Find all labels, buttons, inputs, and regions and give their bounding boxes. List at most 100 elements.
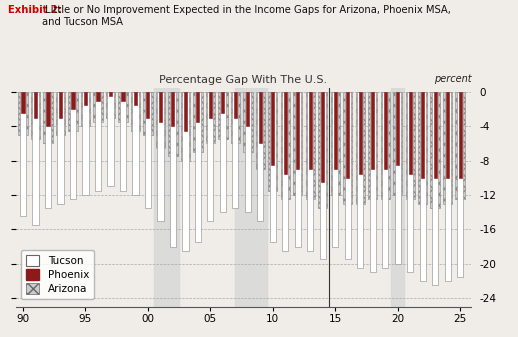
Bar [271,92,275,165]
Bar [131,92,140,130]
Bar [106,92,115,118]
Bar [344,92,351,259]
Bar [259,92,262,144]
Bar [68,92,78,130]
Bar [418,92,427,204]
Bar [343,92,352,204]
Bar [346,92,349,178]
Bar [434,92,437,178]
Bar [120,92,126,191]
Bar [193,92,203,152]
Bar [56,92,65,135]
Bar [107,92,113,186]
Bar [371,92,375,169]
Bar [446,92,449,178]
Bar [70,92,76,199]
Bar [170,92,176,247]
Bar [368,92,378,199]
Bar [296,92,299,169]
Bar [207,92,213,221]
Bar [406,92,415,199]
Bar [231,92,240,144]
Bar [195,92,201,242]
Bar [320,92,326,259]
Bar [121,92,124,100]
Bar [159,92,162,122]
Bar [59,92,62,118]
Bar [430,92,440,208]
Bar [33,92,39,225]
Bar [45,92,51,208]
Bar [206,92,215,144]
Bar [384,92,387,169]
Bar [306,92,315,199]
Bar [395,92,401,264]
Bar [82,92,89,195]
Bar [443,92,452,204]
Bar [44,92,53,144]
Bar [21,92,24,113]
Bar [196,92,199,122]
Bar [268,92,278,191]
Bar [34,92,37,118]
Bar [209,92,212,118]
Bar [118,92,127,122]
Bar [143,92,153,135]
Bar [235,88,267,307]
Legend: Tucson, Phoenix, Arizona: Tucson, Phoenix, Arizona [21,250,94,299]
Bar [396,92,399,165]
Bar [171,92,175,126]
Bar [184,92,187,130]
Bar [243,92,252,152]
Bar [355,92,365,204]
Bar [318,92,327,208]
Bar [157,92,164,221]
Bar [257,92,264,221]
Bar [382,92,388,268]
Bar [330,92,340,195]
Bar [134,92,137,105]
Bar [218,92,227,139]
Bar [432,92,438,285]
Bar [168,92,178,156]
Bar [132,92,138,195]
Bar [284,92,287,174]
Bar [84,92,87,105]
Bar [234,92,237,118]
Bar [95,92,101,191]
Bar [409,92,412,174]
Bar [444,92,451,281]
Bar [220,92,226,212]
Bar [256,92,265,169]
Bar [93,92,103,122]
Bar [332,92,338,247]
Bar [96,92,99,100]
Bar [244,92,251,212]
Bar [109,92,112,96]
Bar [31,92,40,139]
Bar [358,92,362,174]
Bar [309,92,312,169]
Text: percent: percent [434,74,471,84]
Bar [154,88,179,307]
Bar [370,92,376,272]
Bar [71,92,75,109]
Bar [321,92,324,182]
Bar [281,92,290,199]
Bar [420,92,426,281]
Bar [221,92,224,113]
Bar [307,92,313,251]
Bar [381,92,390,199]
Bar [156,92,165,148]
Bar [295,92,301,247]
Bar [458,92,462,178]
Bar [407,92,413,272]
Text: Percentage Gap With The U.S.: Percentage Gap With The U.S. [160,75,327,85]
Bar [392,88,404,307]
Bar [421,92,424,178]
Bar [232,92,238,208]
Bar [455,92,465,199]
Bar [18,92,28,135]
Bar [57,92,64,204]
Bar [181,92,190,161]
